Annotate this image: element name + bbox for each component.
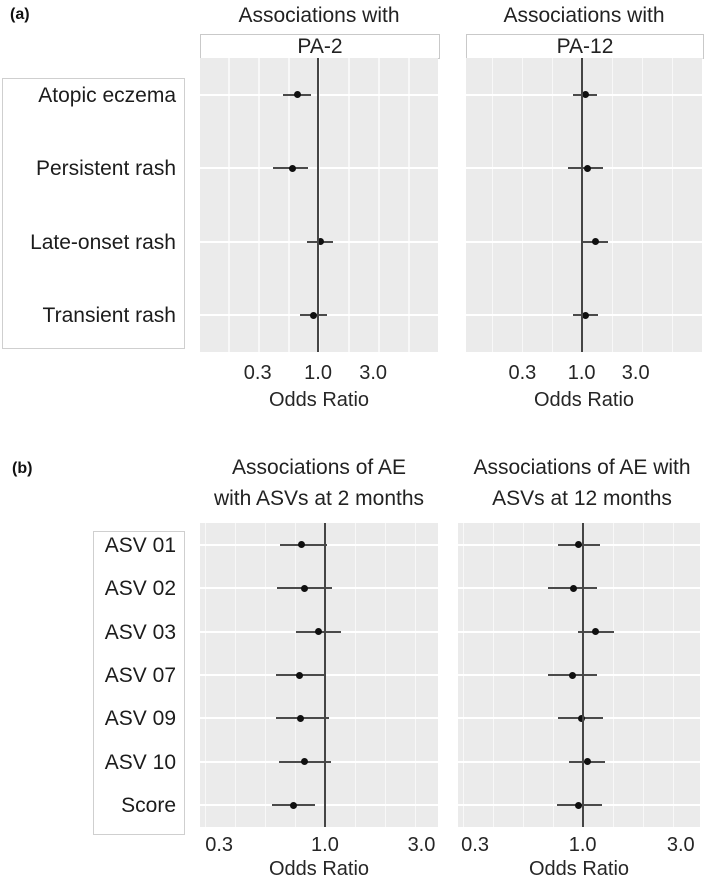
panel-b-category-labels: ASV 01 ASV 02 ASV 03 ASV 07 ASV 09 ASV 10 Scor… (93, 531, 185, 835)
category-label: ASV 03 (104, 620, 176, 644)
x-axis-label: Odds Ratio (268, 858, 370, 880)
odds-ratio-point (315, 628, 323, 636)
odds-ratio-point (297, 714, 305, 722)
odds-ratio-point (592, 628, 600, 636)
plot-b2-title-line2: ASVs at 12 months (492, 487, 672, 510)
category-label: Score (121, 794, 176, 818)
plot-area-asv-12m (458, 523, 700, 827)
x-tick-label: 0.3 (461, 834, 489, 856)
panel-b-tag: (b) (12, 460, 33, 477)
odds-ratio-point (300, 584, 308, 592)
gridline-vertical (611, 58, 614, 352)
plot-a2-strip: PA-12 (466, 34, 704, 59)
x-tick-label: 0.3 (243, 362, 272, 384)
x-tick-label: 0.3 (508, 362, 537, 384)
odds-ratio-point (293, 91, 301, 99)
plot-a1-title: Associations with (238, 4, 400, 27)
panel-a-category-labels: Atopic eczema Persistent rash Late-onset r… (2, 78, 185, 349)
category-label: Late-onset rash (30, 230, 176, 254)
odds-ratio-point (584, 758, 592, 766)
plot-a1-strip: PA-2 (200, 34, 440, 59)
odds-ratio-point (581, 311, 589, 319)
gridline-vertical (348, 58, 350, 352)
plot-b1-title-line1: Associations of AE (232, 456, 406, 479)
x-tick-label: 1.0 (304, 362, 332, 384)
odds-ratio-point (296, 671, 304, 679)
gridline-vertical (551, 58, 554, 352)
plot-a2-title: Associations with (503, 4, 665, 27)
category-label: Atopic eczema (38, 83, 176, 107)
odds-ratio-point (298, 541, 306, 549)
gridline-vertical (378, 58, 380, 352)
gridline-vertical (491, 58, 494, 352)
gridline-vertical (228, 58, 230, 352)
x-tick-label: 1.0 (311, 834, 339, 856)
x-tick-label: 3.0 (407, 834, 436, 856)
plot-a2-strip-label: PA-12 (556, 34, 614, 58)
x-tick-label: 3.0 (621, 362, 650, 384)
x-axis-label: Odds Ratio (528, 858, 630, 880)
odds-ratio-point (288, 164, 296, 172)
category-label: ASV 07 (104, 664, 176, 687)
gridline-vertical (258, 58, 260, 352)
odds-ratio-point (300, 758, 308, 766)
x-axis-label: Odds Ratio (533, 389, 635, 411)
reference-line-or-1 (323, 523, 326, 827)
plot-b1-title: Associations of AE with ASVs at 2 months (214, 452, 424, 514)
x-axis-label: Odds Ratio (268, 389, 370, 411)
category-label: Persistent rash (35, 157, 176, 181)
reference-line-or-1 (581, 523, 584, 827)
gridline-vertical (701, 58, 704, 352)
gridline-vertical (641, 58, 644, 352)
category-label: ASV 01 (104, 533, 176, 557)
plot-a1-strip-label: PA-2 (297, 34, 343, 58)
odds-ratio-point (575, 541, 583, 549)
plot-area-pa2 (200, 58, 438, 352)
plot-area-asv-2m (200, 523, 438, 827)
odds-ratio-point (309, 311, 317, 319)
gridline-vertical (408, 58, 410, 352)
odds-ratio-point (584, 164, 592, 172)
category-label: Transient rash (42, 304, 176, 328)
odds-ratio-point (316, 238, 324, 246)
gridline-vertical (521, 58, 524, 352)
plot-area-pa12 (466, 58, 704, 352)
reference-line-or-1 (580, 58, 583, 352)
x-tick-label: 0.3 (205, 834, 234, 856)
category-label: ASV 02 (104, 577, 176, 601)
gridline-vertical (671, 58, 674, 352)
category-label: ASV 10 (104, 750, 176, 774)
plot-b2-title-line1: Associations of AE with (473, 456, 691, 479)
gridline-row (200, 804, 438, 807)
plot-b2-title: Associations of AE with ASVs at 12 month… (473, 452, 690, 514)
odds-ratio-point (568, 671, 576, 679)
x-tick-label: 3.0 (359, 362, 388, 384)
x-tick-label: 1.0 (568, 834, 597, 856)
x-tick-label: 3.0 (666, 834, 695, 856)
odds-ratio-point (581, 91, 589, 99)
category-label: ASV 09 (104, 707, 176, 731)
odds-ratio-point (569, 584, 577, 592)
odds-ratio-point (575, 801, 583, 809)
panel-a-tag: (a) (10, 6, 30, 23)
plot-b1-title-line2: with ASVs at 2 months (213, 487, 425, 510)
odds-ratio-point (290, 801, 298, 809)
odds-ratio-point (591, 238, 599, 246)
x-tick-label: 1.0 (567, 362, 596, 384)
gridline-vertical (288, 58, 290, 352)
reference-line-or-1 (317, 58, 320, 352)
